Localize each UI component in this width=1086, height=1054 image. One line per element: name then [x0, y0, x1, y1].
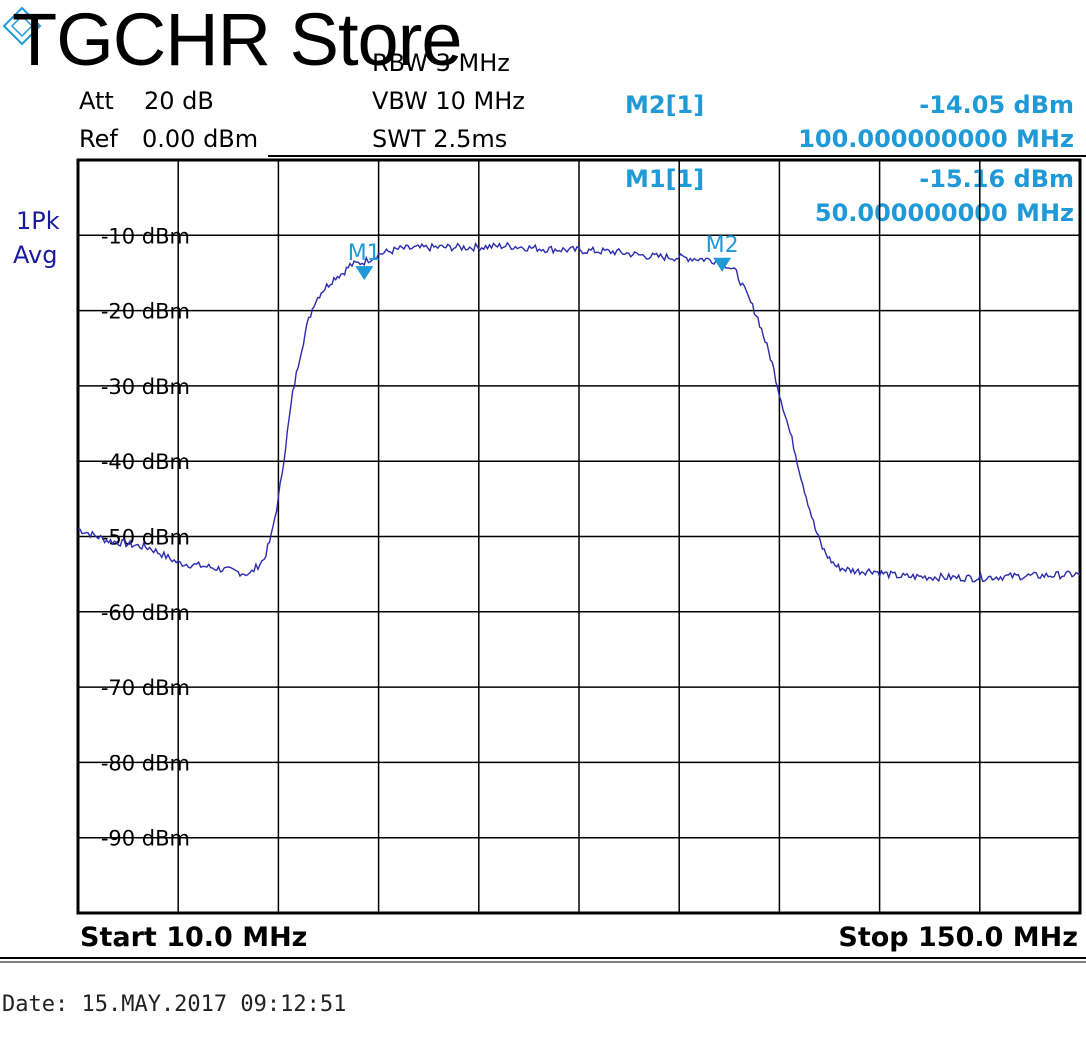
rbw-setting: RBW 3 MHz — [372, 49, 510, 77]
watermark-text: TGCHR Store — [12, 0, 463, 81]
trace-mode-detector: 1Pk — [16, 207, 60, 235]
marker-m2-label: M2 — [706, 233, 739, 258]
y-tick-label: -70 dBm — [101, 676, 190, 700]
att-value: 20 dB — [144, 87, 214, 115]
y-tick-label: -30 dBm — [101, 375, 190, 399]
y-tick-label: -90 dBm — [101, 827, 190, 851]
y-tick-label: -20 dBm — [101, 300, 190, 324]
marker-m2-label: M2[1] — [625, 91, 705, 119]
trace-mode-average: Avg — [13, 241, 58, 269]
marker-m2-triangle — [713, 257, 732, 272]
logo-diamond-icon — [2, 6, 42, 46]
ref-value: 0.00 dBm — [142, 125, 259, 153]
vbw-setting: VBW 10 MHz — [372, 87, 525, 115]
marker-m1-label: M1 — [348, 241, 381, 266]
date-stamp: Date: 15.MAY.2017 09:12:51 — [2, 992, 347, 1017]
marker-m2-freq: 100.000000000 MHz — [798, 125, 1074, 153]
marker-m1-label: M1[1] — [625, 165, 705, 193]
start-frequency: Start 10.0 MHz — [80, 922, 308, 953]
spectrum-trace — [77, 241, 1081, 583]
swt-setting: SWT 2.5ms — [372, 125, 508, 153]
trace-layer — [77, 241, 1081, 583]
ref-label: Ref — [79, 125, 118, 153]
att-label: Att — [79, 87, 114, 115]
marker-m2-level: -14.05 dBm — [919, 91, 1074, 119]
marker-m1-freq: 50.000000000 MHz — [814, 199, 1074, 227]
marker-m1-level: -15.16 dBm — [919, 165, 1074, 193]
y-tick-labels: -10 dBm-20 dBm-30 dBm-40 dBm-50 dBm-60 d… — [101, 224, 190, 850]
marker-m1-triangle — [355, 266, 374, 281]
y-tick-label: -10 dBm — [101, 224, 190, 248]
marker-layer: M1 M2 — [348, 233, 739, 281]
stop-frequency: Stop 150.0 MHz — [838, 922, 1078, 953]
y-tick-label: -60 dBm — [101, 601, 190, 625]
plot-grid — [76, 158, 1082, 915]
y-tick-label: -80 dBm — [101, 751, 190, 775]
y-tick-label: -40 dBm — [101, 450, 190, 474]
